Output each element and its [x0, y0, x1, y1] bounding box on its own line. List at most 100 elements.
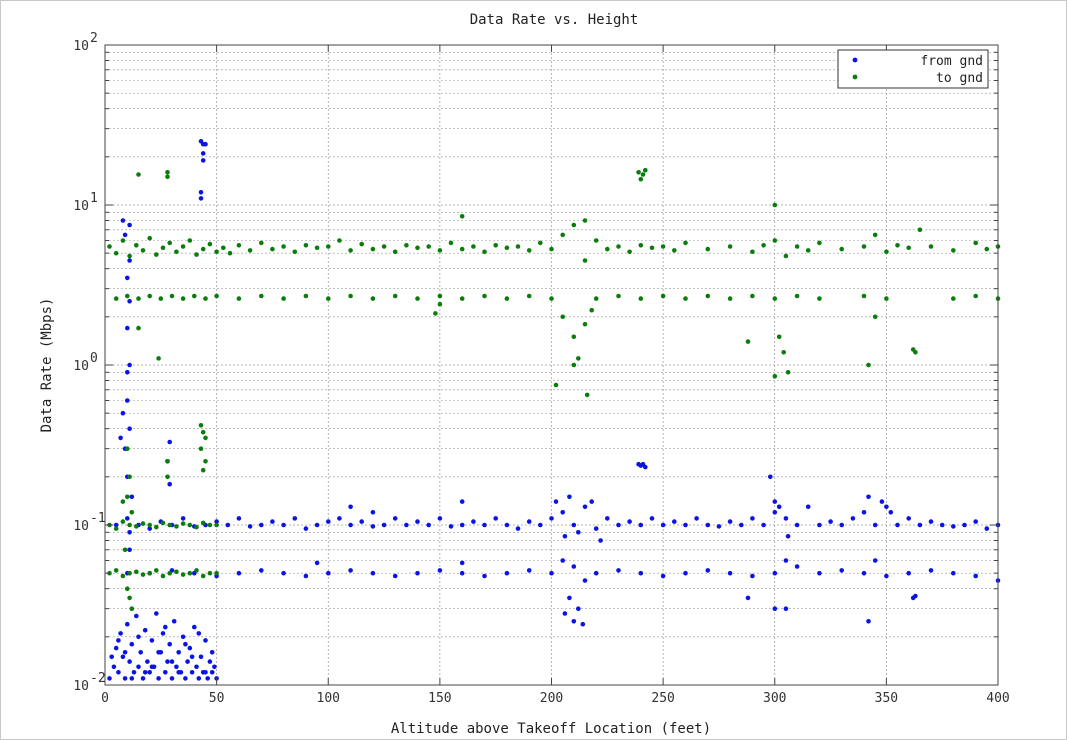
point-from-gnd — [205, 676, 210, 681]
point-from-gnd — [705, 568, 711, 573]
point-from-gnd — [593, 570, 599, 576]
point-from-gnd — [415, 570, 420, 576]
point-to-gnd — [270, 246, 275, 252]
point-from-gnd — [247, 524, 253, 529]
point-to-gnd — [167, 570, 172, 576]
y-tick-label-exponent: 1 — [90, 191, 98, 206]
point-from-gnd — [147, 670, 152, 675]
point-to-gnd — [180, 521, 186, 526]
point-from-gnd — [504, 522, 510, 528]
point-from-gnd — [638, 570, 644, 576]
point-from-gnd — [167, 439, 172, 445]
point-to-gnd — [605, 246, 610, 252]
chart-title: Data Rate vs. Height — [470, 12, 639, 28]
point-from-gnd — [131, 670, 137, 675]
point-to-gnd — [113, 250, 119, 256]
point-from-gnd — [138, 650, 143, 655]
point-from-gnd — [145, 659, 150, 664]
point-from-gnd — [794, 522, 800, 528]
y-tick-label-exponent: 2 — [90, 31, 98, 46]
point-from-gnd — [580, 621, 586, 627]
point-from-gnd — [160, 631, 166, 636]
point-from-gnd — [884, 504, 889, 510]
point-from-gnd — [127, 659, 132, 664]
point-to-gnd — [616, 293, 621, 299]
point-from-gnd — [259, 568, 264, 573]
point-to-gnd — [906, 245, 911, 251]
point-to-gnd — [174, 249, 179, 255]
point-to-gnd — [560, 314, 565, 320]
point-to-gnd — [180, 572, 186, 577]
point-from-gnd — [593, 526, 599, 531]
point-to-gnd — [861, 293, 867, 299]
point-from-gnd — [404, 522, 409, 528]
point-to-gnd — [120, 573, 126, 579]
y-tick-label: 10 — [73, 519, 89, 534]
point-from-gnd — [616, 522, 621, 528]
point-to-gnd — [817, 240, 822, 246]
point-from-gnd — [314, 560, 320, 566]
point-to-gnd — [448, 240, 454, 246]
point-from-gnd — [154, 611, 159, 616]
point-to-gnd — [203, 435, 208, 441]
point-from-gnd — [127, 258, 132, 263]
point-to-gnd — [913, 350, 918, 355]
point-to-gnd — [638, 296, 644, 301]
point-to-gnd — [727, 296, 733, 301]
point-to-gnd — [160, 520, 166, 526]
point-to-gnd — [187, 522, 193, 528]
point-to-gnd — [337, 238, 342, 243]
point-to-gnd — [750, 249, 755, 255]
point-to-gnd — [203, 296, 208, 301]
legend: from gnd to gnd — [837, 49, 989, 89]
point-from-gnd — [839, 568, 844, 573]
point-to-gnd — [772, 296, 778, 301]
point-to-gnd — [348, 293, 353, 299]
point-from-gnd — [426, 522, 432, 528]
point-to-gnd — [593, 296, 599, 301]
point-to-gnd — [207, 241, 213, 247]
point-from-gnd — [326, 570, 331, 576]
point-from-gnd — [381, 522, 387, 528]
point-to-gnd — [200, 246, 206, 252]
point-to-gnd — [370, 296, 376, 301]
point-from-gnd — [236, 516, 242, 521]
point-from-gnd — [627, 519, 632, 524]
point-to-gnd — [136, 325, 141, 331]
point-from-gnd — [727, 519, 733, 524]
point-to-gnd — [167, 240, 172, 246]
point-from-gnd — [189, 654, 195, 660]
point-to-gnd — [643, 167, 648, 173]
point-from-gnd — [129, 641, 135, 647]
point-to-gnd — [895, 243, 900, 248]
point-from-gnd — [850, 516, 856, 521]
point-to-gnd — [120, 519, 126, 524]
point-from-gnd — [459, 522, 465, 528]
point-to-gnd — [928, 244, 934, 249]
point-from-gnd — [437, 516, 443, 521]
point-from-gnd — [122, 650, 128, 655]
point-to-gnd — [194, 524, 199, 530]
point-from-gnd — [605, 516, 610, 521]
point-to-gnd — [727, 244, 733, 249]
point-from-gnd — [125, 398, 130, 403]
point-from-gnd — [866, 619, 871, 624]
x-tick-label: 200 — [540, 691, 563, 706]
point-to-gnd — [165, 174, 170, 180]
point-to-gnd — [705, 246, 711, 252]
point-to-gnd — [571, 362, 577, 368]
point-to-gnd — [187, 570, 193, 576]
point-from-gnd — [107, 676, 112, 681]
point-from-gnd — [562, 611, 568, 616]
point-from-gnd — [805, 504, 811, 510]
point-from-gnd — [125, 370, 130, 375]
point-from-gnd — [553, 499, 559, 504]
point-from-gnd — [768, 474, 773, 480]
point-from-gnd — [127, 362, 132, 368]
x-tick-label: 300 — [763, 691, 786, 706]
y-tick-label: 10 — [73, 199, 89, 214]
point-from-gnd — [526, 568, 532, 573]
point-to-gnd — [839, 246, 844, 252]
point-from-gnd — [292, 516, 298, 521]
